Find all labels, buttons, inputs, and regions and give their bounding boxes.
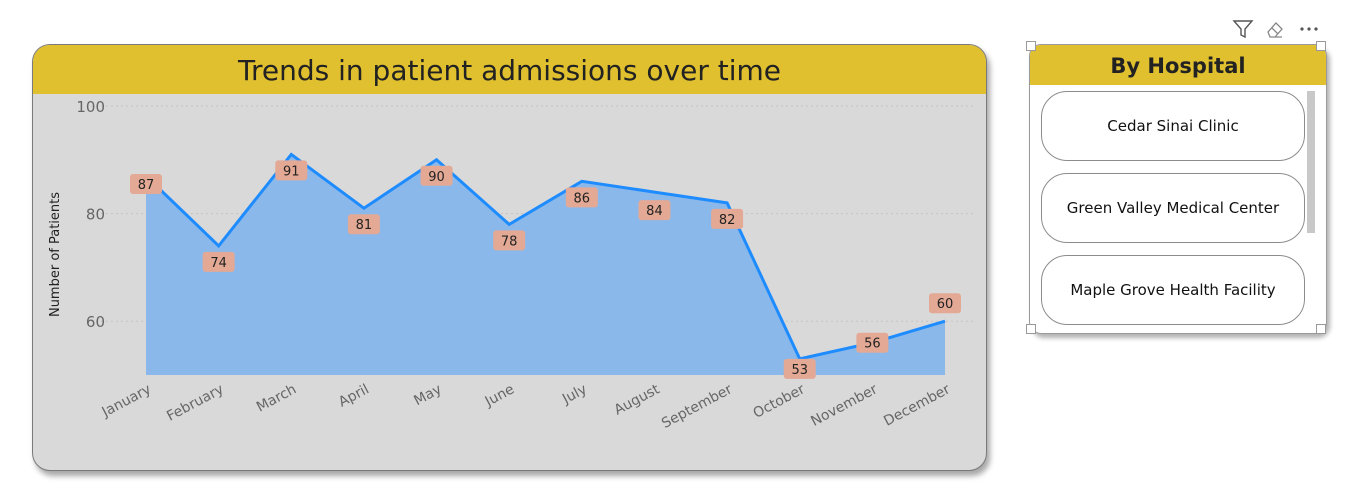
data-label: 56 xyxy=(864,337,881,352)
y-tick-label: 80 xyxy=(86,206,105,224)
x-tick-label: April xyxy=(336,381,372,410)
data-label-bg xyxy=(275,160,308,181)
slicer-scrollbar[interactable] xyxy=(1307,91,1315,233)
x-tick-label: October xyxy=(751,381,808,422)
x-tick-label: December xyxy=(881,381,953,429)
x-tick-label: November xyxy=(808,381,880,429)
data-label-bg xyxy=(783,358,816,379)
slicer-list: Cedar Sinai Clinic Green Valley Medical … xyxy=(1041,91,1305,333)
data-label-bg xyxy=(493,230,526,251)
slicer-item-maple-grove[interactable]: Maple Grove Health Facility xyxy=(1041,255,1305,325)
chart-title: Trends in patient admissions over time xyxy=(33,45,986,94)
data-label: 82 xyxy=(719,213,736,228)
data-label-bg xyxy=(565,187,598,208)
slicer-item-green-valley[interactable]: Green Valley Medical Center xyxy=(1041,173,1305,243)
more-options-icon[interactable] xyxy=(1298,18,1320,40)
data-label-bg xyxy=(856,332,889,353)
eraser-icon[interactable] xyxy=(1264,18,1286,40)
x-tick-label: May xyxy=(411,381,444,409)
x-tick-label: March xyxy=(254,381,299,415)
data-label: 60 xyxy=(937,297,954,312)
data-label: 86 xyxy=(574,191,591,206)
resize-handle-bottom-left[interactable] xyxy=(1026,324,1036,334)
x-tick-label: January xyxy=(99,381,154,421)
data-label: 74 xyxy=(210,256,227,271)
data-label: 87 xyxy=(138,178,155,193)
x-tick-label: June xyxy=(482,381,517,410)
area-chart: 60 80 100 Number of Patients 87 74 91 81 90 78 86 8… xyxy=(48,98,973,432)
data-label-bg xyxy=(929,293,961,314)
data-label-bg xyxy=(202,251,235,272)
y-tick-label: 100 xyxy=(76,98,105,116)
resize-handle-bottom-right[interactable] xyxy=(1316,324,1326,334)
data-label: 91 xyxy=(283,164,300,179)
data-label-bg xyxy=(420,165,453,186)
hospital-slicer[interactable]: By Hospital Cedar Sinai Clinic Green Val… xyxy=(1029,44,1327,334)
data-label: 53 xyxy=(791,363,808,378)
y-tick-label: 60 xyxy=(86,313,105,331)
x-tick-label: February xyxy=(164,381,226,424)
x-tick-label: July xyxy=(559,381,590,407)
y-axis-label: Number of Patients xyxy=(48,192,63,317)
data-label-bg xyxy=(638,200,671,221)
resize-handle-top-right[interactable] xyxy=(1316,41,1326,51)
data-label: 78 xyxy=(501,234,518,249)
data-label-bg xyxy=(130,173,162,194)
area-fill xyxy=(146,154,945,375)
x-tick-label: September xyxy=(659,381,735,432)
filter-icon[interactable] xyxy=(1232,18,1254,40)
visual-toolbar xyxy=(1232,18,1324,40)
resize-handle-top-left[interactable] xyxy=(1026,41,1036,51)
slicer-title: By Hospital xyxy=(1030,45,1326,85)
data-label-bg xyxy=(347,214,380,235)
x-tick-label: August xyxy=(612,381,663,418)
data-label: 90 xyxy=(428,170,445,185)
data-label: 81 xyxy=(356,218,373,233)
admissions-chart-card[interactable]: Trends in patient admissions over time 6… xyxy=(32,44,987,471)
data-label: 84 xyxy=(646,204,663,219)
slicer-item-cedar-sinai[interactable]: Cedar Sinai Clinic xyxy=(1041,91,1305,161)
data-label-bg xyxy=(711,208,744,229)
